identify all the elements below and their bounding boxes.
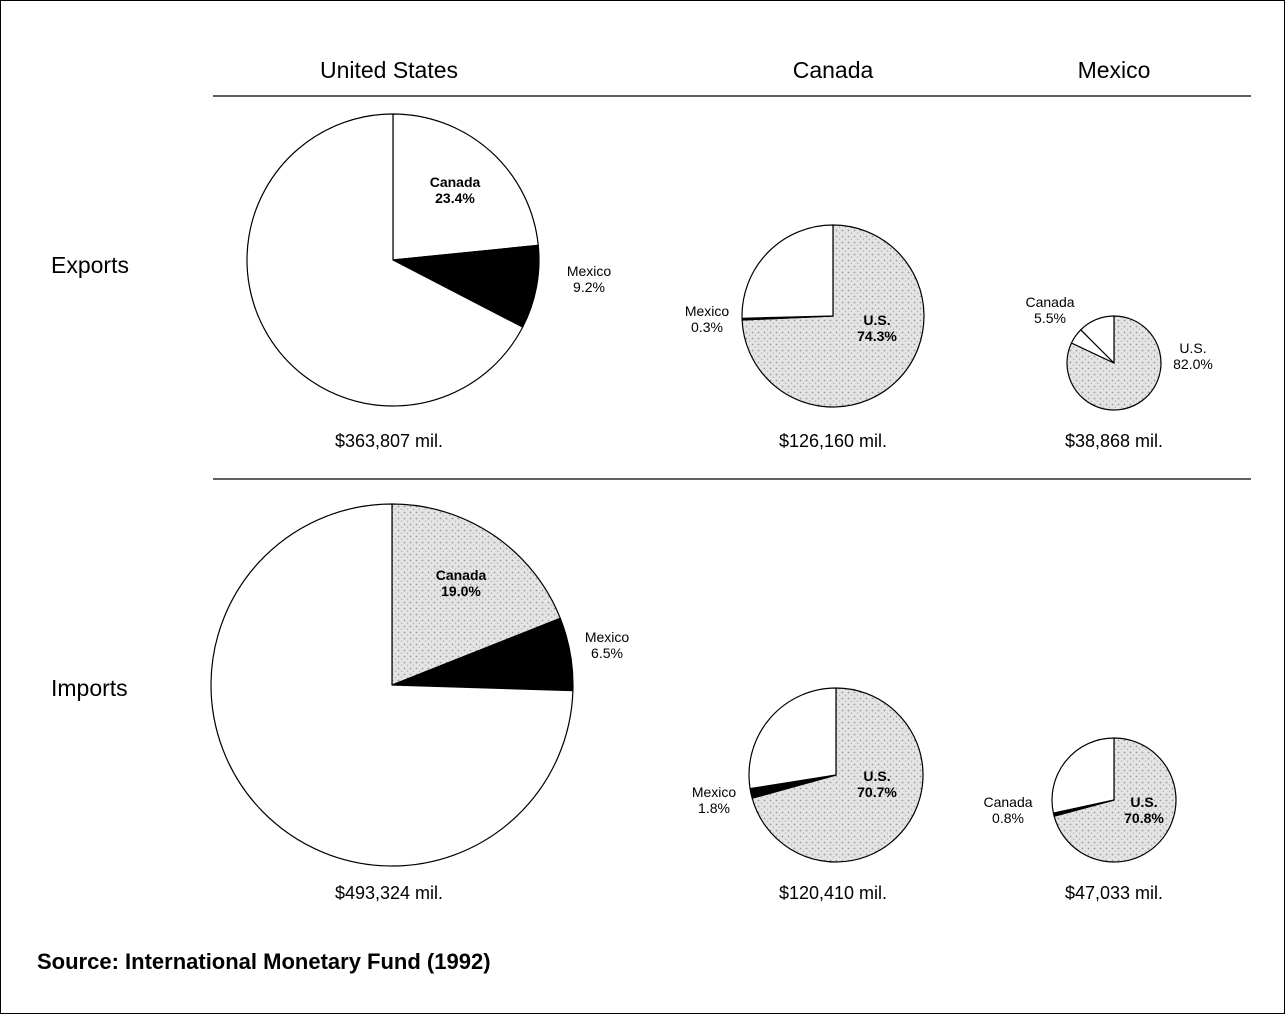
- pie-slice-mexico-imports-us: [1053, 737, 1177, 863]
- total-label-canada-exports: $126,160 mil.: [779, 431, 887, 451]
- pie-mexico-imports: U.S. 70.8% Canada 0.8% $47,033 mil.: [983, 737, 1177, 903]
- row-header-imports: Imports: [51, 675, 128, 701]
- column-header-mexico: Mexico: [1078, 57, 1151, 83]
- pie-slice-canada-imports-other: [748, 687, 837, 790]
- pie-slice-canada-exports-other: [741, 224, 834, 319]
- slice-label-canada-imports-us: U.S. 70.7%: [857, 768, 897, 800]
- pie-slice-us-exports-other: [246, 113, 524, 407]
- total-label-us-imports: $493,324 mil.: [335, 883, 443, 903]
- column-header-canada: Canada: [793, 57, 874, 83]
- slice-label-mexico-imports-us: U.S. 70.8%: [1124, 794, 1164, 826]
- pie-slice-us-exports-canada: [392, 113, 539, 261]
- pie-slice-us-imports-canada: [391, 503, 561, 686]
- source-note: Source: International Monetary Fund (199…: [37, 949, 491, 974]
- pie-slice-us-exports-mexico: [392, 244, 540, 328]
- pie-slice-canada-imports-us: [751, 687, 924, 863]
- pie-canada-exports: U.S. 74.3% Mexico 0.3% $126,160 mil.: [685, 224, 925, 451]
- total-label-mexico-imports: $47,033 mil.: [1065, 883, 1163, 903]
- pie-slice-us-imports-other: [210, 503, 574, 867]
- pie-group: Canada 23.4% Mexico 9.2% $363,807 mil. U.S. 74…: [210, 113, 1213, 903]
- slice-label-mexico-exports-us: U.S. 82.0%: [1173, 340, 1213, 372]
- slice-label-us-exports-canada: Canada 23.4%: [430, 174, 481, 206]
- slice-label-canada-exports-mexico: Mexico 0.3%: [685, 303, 730, 335]
- pie-us-exports: Canada 23.4% Mexico 9.2% $363,807 mil.: [246, 113, 612, 451]
- pie-slice-mexico-exports-other: [1080, 315, 1115, 364]
- column-header-united-states: United States: [320, 57, 458, 83]
- slice-label-canada-imports-mexico: Mexico 1.8%: [692, 784, 737, 816]
- total-label-mexico-exports: $38,868 mil.: [1065, 431, 1163, 451]
- slice-label-canada-exports-us: U.S. 74.3%: [857, 312, 897, 344]
- pie-slice-mexico-imports-other: [1051, 737, 1115, 814]
- total-label-canada-imports: $120,410 mil.: [779, 883, 887, 903]
- pie-us-imports: Canada 19.0% Mexico 6.5% $493,324 mil.: [210, 503, 630, 903]
- slice-label-us-imports-mexico: Mexico 6.5%: [585, 629, 630, 661]
- slice-label-us-exports-mexico: Mexico 9.2%: [567, 263, 612, 295]
- row-header-exports: Exports: [51, 252, 129, 278]
- pie-canada-imports: U.S. 70.7% Mexico 1.8% $120,410 mil.: [692, 687, 924, 903]
- slice-label-mexico-exports-canada: Canada 5.5%: [1025, 294, 1074, 326]
- total-label-us-exports: $363,807 mil.: [335, 431, 443, 451]
- slice-label-us-imports-canada: Canada 19.0%: [436, 567, 487, 599]
- slice-label-mexico-imports-canada: Canada 0.8%: [983, 794, 1032, 826]
- pie-mexico-exports: U.S. 82.0% Canada 5.5% $38,868 mil.: [1025, 294, 1212, 451]
